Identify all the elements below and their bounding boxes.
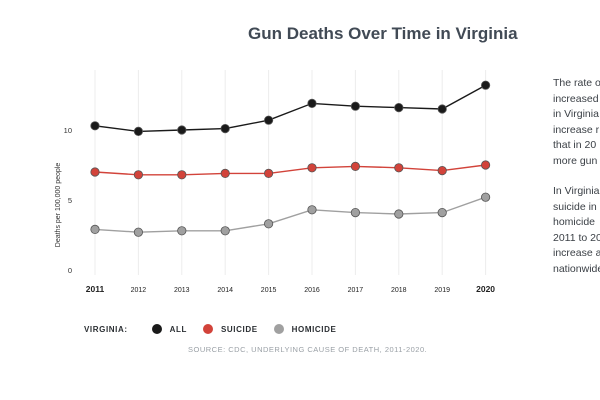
source-note: SOURCE: CDC, UNDERLYING CAUSE OF DEATH, … [188,345,428,354]
point-homicide-2015 [263,219,274,229]
point-homicide-2014 [220,226,230,236]
point-suicide-2019 [437,166,447,176]
x-tick-label-2013: 2013 [174,287,190,294]
x-tick-label-2015: 2015 [261,287,277,294]
series-line-suicide [94,164,486,176]
legend-text-all: ALL [169,324,187,334]
y-tick-label-0: 0 [68,266,72,275]
x-tick-label-2011: 2011 [86,284,105,294]
y-tick-label-5: 5 [68,196,72,205]
x-tick-label-2012: 2012 [131,287,147,294]
legend-swatch-all [151,324,162,334]
x-tick-label-2016: 2016 [304,287,320,294]
point-suicide-2017 [350,161,360,171]
x-tick-label-2020: 2020 [476,284,495,294]
legend-swatch-homicide [273,324,284,334]
point-all-2018 [394,103,404,113]
legend-item-homicide: HOMICIDE [273,324,337,334]
series-line-homicide [94,196,486,233]
point-homicide-2013 [177,226,187,236]
point-all-2014 [220,124,230,134]
point-suicide-2013 [177,170,187,180]
point-homicide-2017 [350,208,360,218]
point-all-2012 [133,126,143,136]
point-homicide-2018 [394,209,404,219]
point-homicide-2011 [90,224,100,234]
legend-text-homicide: HOMICIDE [291,324,337,334]
x-tick-label-2019: 2019 [434,287,450,294]
y-tick-label-10: 10 [64,126,72,135]
x-tick-label-2017: 2017 [348,287,364,294]
side-paragraph-2: In Virginia suicide in homicide 2011 to … [553,185,600,275]
x-tick-label-2018: 2018 [391,287,407,294]
chart-title: Gun Deaths Over Time in Virginia [248,24,518,43]
point-suicide-2012 [133,170,143,180]
point-suicide-2016 [307,163,317,173]
point-suicide-2015 [263,168,274,178]
point-suicide-2011 [90,167,100,177]
side-paragraph-1: The rate o increased in Virginia increas… [553,77,600,167]
legend-text-suicide: SUICIDE [220,324,258,334]
point-all-2019 [437,104,447,114]
point-all-2013 [177,125,187,135]
legend-swatch-suicide [202,324,213,334]
point-all-2016 [307,98,317,109]
line-chart: 0 5 10 Deaths per 100,000 people 2011 2012 201… [55,70,495,294]
point-homicide-2016 [307,205,317,215]
y-axis-label: Deaths per 100,000 people [55,163,62,248]
legend: VIRGINIA: ALL SUICIDE HOMICIDE [84,324,352,334]
point-suicide-2014 [220,168,230,178]
point-homicide-2019 [437,208,447,218]
point-homicide-2020 [480,192,491,202]
point-all-2017 [350,101,360,111]
series-line-all [94,84,486,133]
legend-label: VIRGINIA: [84,324,128,334]
legend-item-suicide: SUICIDE [202,324,258,334]
point-all-2011 [90,121,100,131]
point-all-2020 [480,80,491,90]
point-suicide-2020 [480,160,491,170]
point-all-2015 [263,115,274,125]
point-homicide-2012 [133,227,143,237]
x-tick-label-2014: 2014 [217,287,233,294]
legend-item-all: ALL [151,324,187,334]
point-suicide-2018 [394,163,404,173]
